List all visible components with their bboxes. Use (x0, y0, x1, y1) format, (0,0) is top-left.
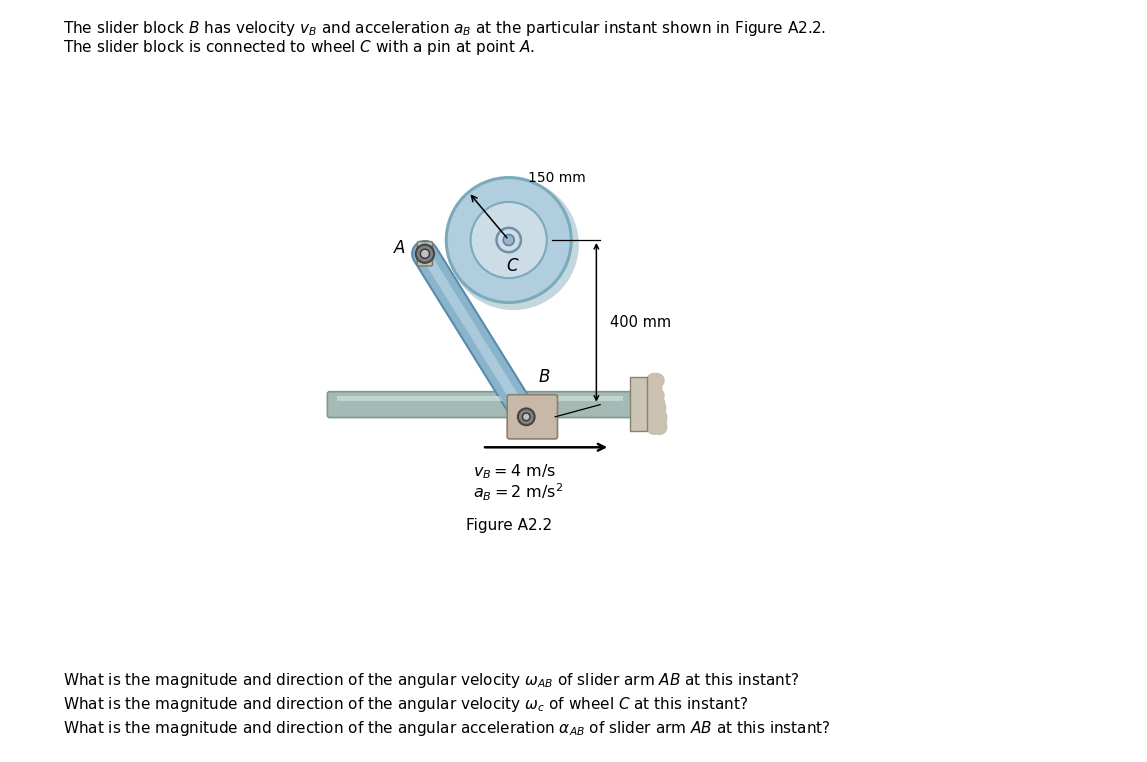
Circle shape (648, 423, 658, 433)
Circle shape (648, 419, 660, 431)
Circle shape (646, 400, 657, 412)
Circle shape (447, 179, 579, 310)
Circle shape (653, 420, 666, 434)
Circle shape (415, 245, 434, 263)
Circle shape (647, 389, 662, 404)
Text: 150 mm: 150 mm (528, 171, 585, 185)
Text: What is the magnitude and direction of the angular velocity $\omega_{AB}$ of sli: What is the magnitude and direction of t… (63, 671, 799, 690)
Circle shape (497, 228, 521, 252)
Circle shape (647, 419, 662, 434)
Circle shape (647, 396, 662, 411)
Circle shape (648, 399, 665, 417)
FancyBboxPatch shape (418, 242, 432, 266)
Circle shape (446, 178, 571, 303)
Circle shape (649, 404, 663, 417)
Circle shape (647, 411, 662, 427)
Circle shape (645, 398, 657, 411)
Circle shape (650, 405, 665, 420)
Circle shape (650, 389, 664, 402)
FancyBboxPatch shape (507, 395, 557, 439)
Text: The slider block $B$ has velocity $v_B$ and acceleration $a_B$ at the particular: The slider block $B$ has velocity $v_B$ … (63, 19, 826, 38)
Circle shape (504, 235, 514, 245)
Circle shape (646, 387, 663, 403)
FancyBboxPatch shape (327, 392, 633, 418)
Circle shape (647, 390, 661, 405)
Bar (337, 396, 623, 402)
Circle shape (646, 402, 663, 419)
Bar (630, 377, 647, 431)
Text: Figure A2.2: Figure A2.2 (466, 518, 552, 533)
Circle shape (650, 373, 664, 388)
Text: The slider block is connected to wheel $C$ with a pin at point $A$.: The slider block is connected to wheel $… (63, 38, 535, 57)
Circle shape (647, 419, 658, 431)
Circle shape (653, 410, 666, 424)
Circle shape (518, 408, 535, 425)
Circle shape (647, 381, 662, 396)
Text: $a_B = 2$ m/s$^2$: $a_B = 2$ m/s$^2$ (473, 482, 563, 503)
Circle shape (522, 413, 530, 421)
Circle shape (653, 415, 666, 429)
Text: $B$: $B$ (538, 367, 551, 386)
Circle shape (470, 202, 547, 278)
Circle shape (642, 383, 656, 397)
Text: $C$: $C$ (506, 257, 520, 275)
Circle shape (643, 386, 657, 399)
Text: What is the magnitude and direction of the angular velocity $\omega_c$ of wheel : What is the magnitude and direction of t… (63, 695, 748, 714)
Text: $v_B = 4$ m/s: $v_B = 4$ m/s (473, 463, 556, 482)
Circle shape (647, 373, 662, 389)
Circle shape (649, 395, 664, 411)
Text: $A$: $A$ (393, 239, 407, 257)
Circle shape (647, 404, 662, 419)
Text: 400 mm: 400 mm (610, 315, 671, 330)
Text: What is the magnitude and direction of the angular acceleration $\alpha_{AB}$ of: What is the magnitude and direction of t… (63, 719, 830, 738)
Circle shape (653, 411, 666, 424)
Circle shape (420, 249, 429, 258)
